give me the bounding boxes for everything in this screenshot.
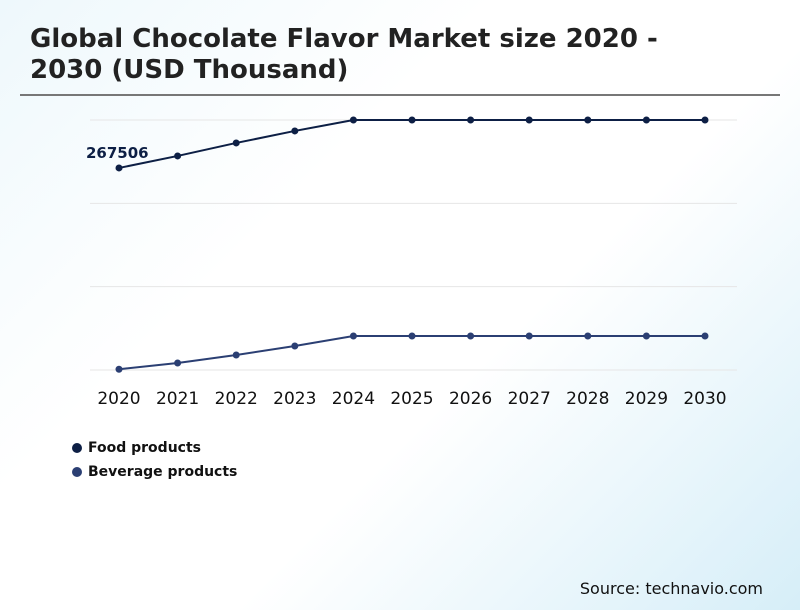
series-line-0 bbox=[118, 119, 705, 169]
legend-item-beverage: Beverage products bbox=[72, 460, 237, 484]
legend-marker bbox=[72, 443, 82, 453]
data-point bbox=[467, 332, 475, 340]
x-tick-label: 2024 bbox=[332, 389, 375, 409]
legend-label: Beverage products bbox=[88, 464, 238, 480]
data-label: 267506 bbox=[86, 144, 149, 162]
data-point bbox=[291, 127, 299, 135]
data-point bbox=[525, 332, 533, 340]
data-point bbox=[525, 116, 533, 124]
data-point bbox=[584, 116, 592, 124]
data-point bbox=[349, 332, 357, 340]
x-tick-label: 2028 bbox=[566, 389, 609, 409]
data-point bbox=[467, 116, 475, 124]
legend-marker bbox=[72, 467, 82, 477]
data-point bbox=[701, 116, 709, 124]
data-point bbox=[584, 332, 592, 340]
legend: Food products Beverage products bbox=[72, 436, 237, 484]
title-divider bbox=[20, 94, 780, 96]
data-point bbox=[291, 342, 299, 350]
source-text: Source: technavio.com bbox=[579, 579, 763, 598]
x-tick-label: 2026 bbox=[449, 389, 492, 409]
data-point bbox=[408, 332, 416, 340]
data-point bbox=[642, 116, 650, 124]
data-point bbox=[115, 365, 123, 373]
data-point bbox=[408, 116, 416, 124]
x-tick-label: 2021 bbox=[156, 389, 199, 409]
x-tick-label: 2025 bbox=[390, 389, 433, 409]
data-point bbox=[115, 164, 123, 172]
legend-label: Food products bbox=[88, 440, 201, 456]
x-tick-label: 2023 bbox=[273, 389, 316, 409]
x-tick-label: 2030 bbox=[683, 389, 726, 409]
series-line-1 bbox=[118, 335, 705, 371]
data-point bbox=[642, 332, 650, 340]
data-point bbox=[174, 359, 182, 367]
data-point bbox=[349, 116, 357, 124]
x-tick-label: 2027 bbox=[508, 389, 551, 409]
legend-item-food: Food products bbox=[72, 436, 237, 460]
data-point bbox=[174, 152, 182, 160]
x-tick-label: 2022 bbox=[215, 389, 258, 409]
x-tick-label: 2029 bbox=[625, 389, 668, 409]
x-tick-label: 2020 bbox=[97, 389, 140, 409]
chart-title: Global Chocolate Flavor Market size 2020… bbox=[30, 24, 658, 85]
data-point bbox=[232, 139, 240, 147]
data-point bbox=[701, 332, 709, 340]
data-point bbox=[232, 351, 240, 359]
